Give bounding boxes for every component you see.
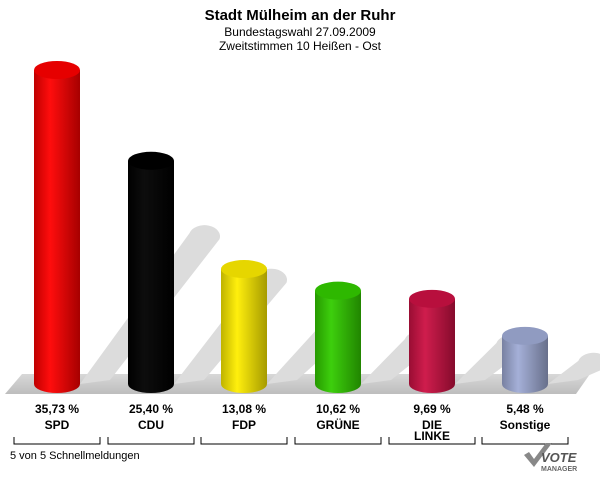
bar-die-linke [409, 298, 455, 393]
chart-title: Stadt Mülheim an der Ruhr [205, 7, 396, 24]
bar-sonstige [502, 335, 548, 393]
category-bracket [200, 437, 288, 445]
value-label: 10,62 % [316, 402, 360, 416]
chart-subtitle-1: Bundestagswahl 27.09.2009 [224, 25, 376, 39]
bar-shadow [548, 352, 600, 384]
category-label: SPD [45, 418, 70, 432]
category-label: LINKE [414, 429, 450, 443]
category-label: FDP [232, 418, 256, 432]
logo-text-sub: MANAGER [541, 466, 577, 473]
bar-top-cap [221, 260, 267, 279]
bar-spd [34, 70, 80, 393]
category-bracket [388, 437, 476, 445]
category-bracket [481, 437, 569, 445]
category-label: GRÜNE [316, 417, 359, 432]
bars [34, 61, 548, 393]
value-labels: 35,73 % 25,40 % 13,08 % 10,62 % 9,69 % 5,48 % [35, 402, 544, 416]
category-label: CDU [138, 418, 164, 432]
value-label: 25,40 % [129, 402, 173, 416]
category-label: DIE [422, 418, 442, 432]
vote-manager-logo: VOTE MANAGER [524, 443, 577, 473]
category-bracket [13, 437, 101, 445]
value-label: 35,73 % [35, 402, 79, 416]
bar-fdp [221, 269, 267, 393]
bar-top-cap [34, 61, 80, 79]
footer-text: 5 von 5 Schnellmeldungen [10, 450, 140, 462]
bar-cdu [128, 160, 174, 393]
bar-top-cap [128, 151, 174, 170]
chart-subtitle-2: Zweitstimmen 10 Heißen - Ost [219, 39, 382, 53]
category-bracket [294, 437, 382, 445]
logo-check-icon [524, 443, 552, 467]
bar-top-cap [502, 326, 548, 345]
bar-grüne [315, 290, 361, 393]
value-label: 5,48 % [506, 402, 544, 416]
category-label: Sonstige [500, 418, 551, 432]
bar-top-cap [409, 289, 455, 308]
category-bracket [107, 437, 195, 445]
bar-top-cap [315, 281, 361, 300]
value-label: 9,69 % [413, 402, 451, 416]
value-label: 13,08 % [222, 402, 266, 416]
logo-text-main: VOTE [541, 450, 577, 465]
